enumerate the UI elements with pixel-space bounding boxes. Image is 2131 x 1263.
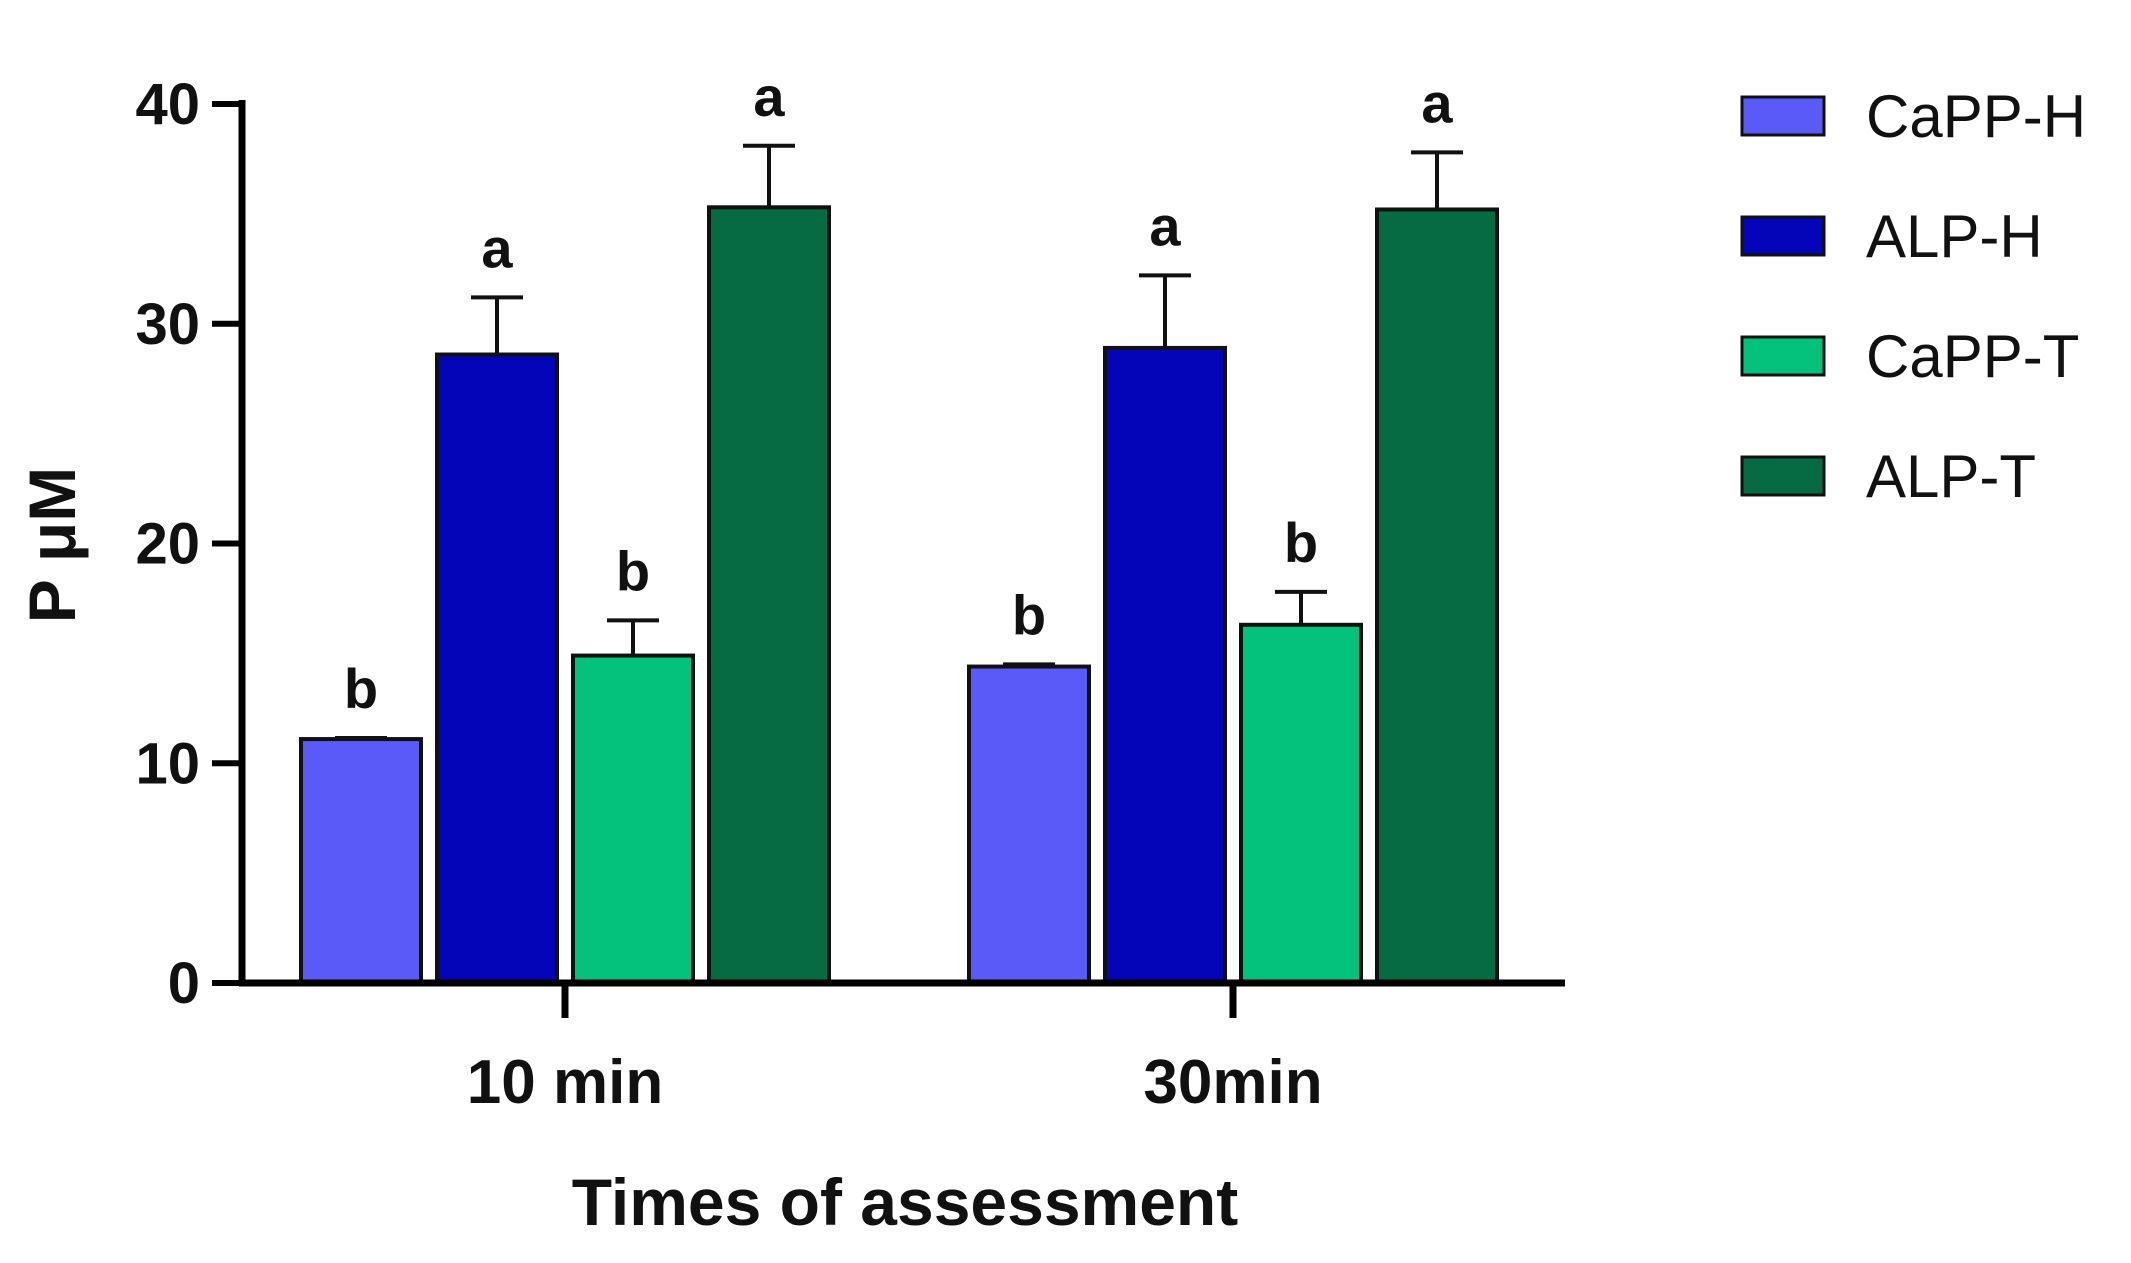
significance-letter-ALP-H-30min: a bbox=[1149, 194, 1181, 257]
legend-swatch-CaPP-T bbox=[1740, 335, 1826, 377]
bar-ALP-T-30min bbox=[1375, 207, 1499, 986]
bar-CaPP-H-10 min bbox=[299, 737, 423, 986]
significance-letter-ALP-T-10 min: a bbox=[753, 65, 785, 128]
bar-CaPP-H-30min bbox=[967, 664, 1091, 985]
legend-swatch-ALP-H bbox=[1740, 215, 1826, 257]
significance-letter-CaPP-T-10 min: b bbox=[616, 539, 650, 602]
significance-letter-ALP-T-30min: a bbox=[1421, 71, 1453, 134]
x-axis-title: Times of assessment bbox=[572, 1165, 1238, 1239]
significance-letter-ALP-H-10 min: a bbox=[481, 216, 513, 279]
y-tick-label-40: 40 bbox=[135, 72, 200, 137]
y-axis-title: P μM bbox=[15, 467, 89, 624]
legend-swatch-CaPP-H bbox=[1740, 95, 1826, 137]
legend: CaPP-H ALP-H CaPP-T ALP-T bbox=[1740, 83, 2086, 510]
bar-CaPP-T-10 min bbox=[571, 653, 695, 985]
bar-CaPP-T-30min bbox=[1239, 622, 1363, 985]
bar-ALP-H-30min bbox=[1103, 345, 1227, 985]
y-tick-label-10: 10 bbox=[135, 731, 200, 796]
significance-letter-CaPP-T-30min: b bbox=[1284, 511, 1318, 574]
legend-label-CaPP-T: CaPP-T bbox=[1866, 323, 2079, 390]
y-tick-label-30: 30 bbox=[135, 292, 200, 357]
significance-letter-CaPP-H-10 min: b bbox=[344, 657, 378, 720]
significance-letter-CaPP-H-30min: b bbox=[1012, 583, 1046, 646]
legend-label-ALP-T: ALP-T bbox=[1866, 443, 2036, 510]
legend-label-ALP-H: ALP-H bbox=[1866, 203, 2043, 270]
legend-swatch-ALP-T bbox=[1740, 455, 1826, 497]
axes-layer: 0 10 20 30 40 10 min 30min bbox=[135, 72, 1565, 1117]
bar-ALP-H-10 min bbox=[435, 352, 559, 985]
y-tick-label-20: 20 bbox=[135, 512, 200, 577]
legend-label-CaPP-H: CaPP-H bbox=[1866, 83, 2086, 150]
y-tick-label-0: 0 bbox=[168, 951, 200, 1016]
x-tick-label-30min: 30min bbox=[1143, 1048, 1322, 1117]
bar-ALP-T-10 min bbox=[707, 205, 831, 986]
bars-layer: b b a a b b a a bbox=[299, 65, 1499, 986]
x-tick-label-10 min: 10 min bbox=[467, 1048, 663, 1117]
